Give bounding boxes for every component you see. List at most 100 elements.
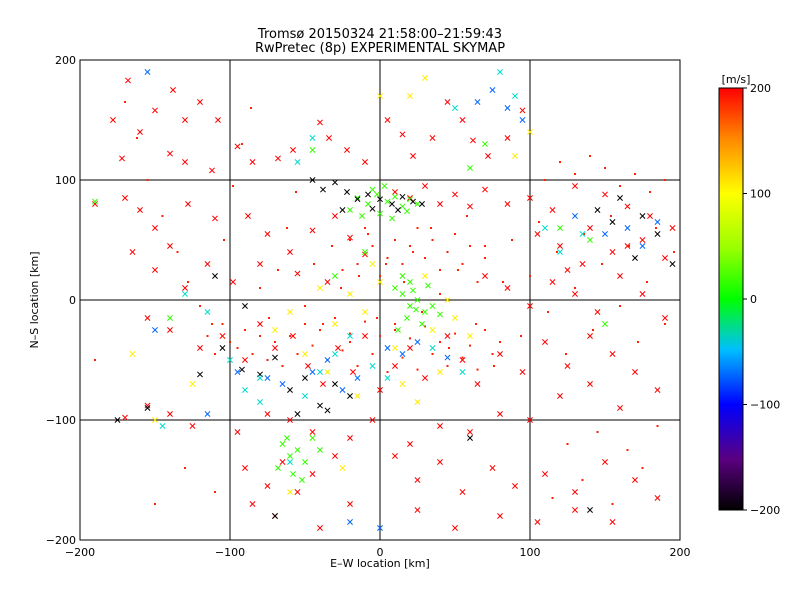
data-point [452,315,458,321]
data-point [662,315,668,321]
data-point [624,243,631,249]
data-point [320,186,326,193]
data-point [374,191,380,198]
data-point [566,443,569,445]
data-point [332,381,338,387]
data-point [332,321,338,327]
data-point [414,201,421,207]
data-point [395,327,401,333]
data-point [232,185,234,187]
data-point [302,351,308,357]
data-point [344,147,350,153]
data-point [527,417,533,423]
data-point [641,467,644,469]
data-point [294,447,301,453]
x-tick-labels: −200 −100 0 100 200 [65,546,691,559]
data-point [146,179,149,181]
data-point [129,249,136,255]
data-point [572,183,578,189]
data-point [144,69,151,75]
data-point [326,135,332,141]
data-point [212,273,218,279]
data-point [519,369,526,375]
data-point [362,159,368,165]
y-tick-label: 0 [69,294,76,307]
data-point [444,297,451,303]
data-point [349,239,351,241]
data-point [257,261,263,267]
data-point [257,321,263,327]
data-point [377,93,383,99]
data-point [317,369,323,375]
data-point [557,225,563,231]
data-point [624,203,631,210]
data-point [673,251,675,253]
data-point [296,353,299,355]
data-point [476,368,479,371]
data-point [502,281,504,283]
data-point [466,215,468,217]
data-point [410,153,416,159]
data-point [309,369,316,375]
data-point [185,201,191,207]
data-point [439,269,441,271]
data-point [362,249,368,255]
data-point [354,375,361,381]
data-point [347,519,353,525]
data-point [499,341,501,343]
data-point [444,99,451,105]
data-point [527,303,533,309]
data-point [639,237,646,243]
data-point [182,291,188,297]
data-point [176,251,179,253]
data-point [647,213,653,219]
data-point [242,357,248,363]
data-point [467,333,473,339]
data-point [592,329,594,331]
data-point [497,69,503,75]
data-point [350,369,356,375]
data-point [482,186,488,193]
data-point [497,351,503,357]
data-point [187,281,189,283]
data-point [416,368,419,371]
data-point [422,273,428,279]
data-point [601,263,603,265]
data-point [476,281,479,283]
data-point [340,287,342,289]
data-point [452,105,458,111]
data-point [377,196,383,203]
data-point [542,225,548,231]
data-point [639,213,646,219]
x-tick-label: −100 [215,546,245,559]
data-point [377,525,383,531]
data-point [394,323,396,325]
data-point [332,453,338,459]
data-point [559,161,561,163]
data-point [452,525,458,531]
data-point [279,381,286,387]
data-point [125,77,131,84]
data-point [167,243,173,249]
data-point [371,245,374,247]
data-point [122,414,128,421]
data-point [424,325,426,328]
data-point [362,309,368,315]
data-point [144,405,151,411]
colorbar-tick-label: −200 [750,504,780,517]
data-point [309,227,316,234]
data-point [444,354,451,361]
data-point [654,387,661,393]
data-point [332,179,338,186]
data-point [341,269,344,271]
data-point [581,479,584,481]
data-point [320,381,326,387]
data-point [244,329,246,331]
data-point [272,345,278,351]
data-point [286,227,288,229]
data-point [332,213,338,219]
data-point [470,137,476,144]
colorbar-label: [m/s] [722,73,751,86]
data-point [245,213,251,219]
data-point [419,321,425,327]
